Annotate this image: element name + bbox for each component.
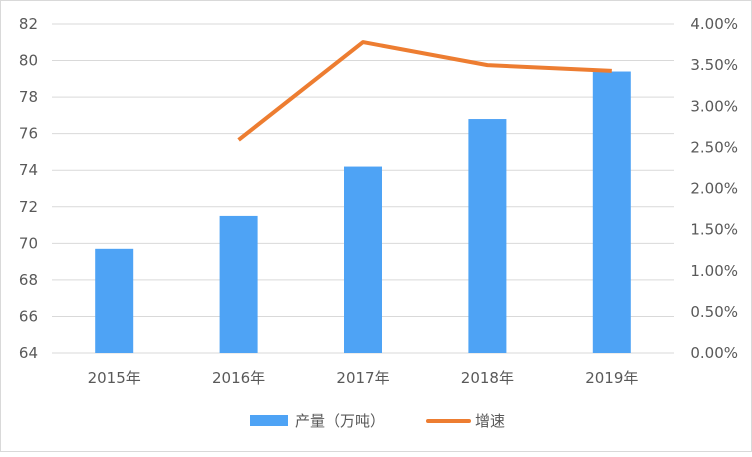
x-tick-label: 2018年 xyxy=(461,369,514,387)
y-left-tick-label: 66 xyxy=(19,307,38,325)
x-tick-label: 2016年 xyxy=(212,369,265,387)
y-left-tick-label: 82 xyxy=(19,15,38,33)
y-right-tick-label: 3.00% xyxy=(690,97,738,115)
bar xyxy=(344,166,382,353)
y-right-tick-label: 2.00% xyxy=(690,180,738,198)
bar xyxy=(219,215,258,353)
x-tick-label: 2015年 xyxy=(88,369,141,387)
y-left-tick-label: 64 xyxy=(19,344,38,362)
y-right-tick-label: 1.50% xyxy=(690,221,738,239)
bar xyxy=(592,71,631,354)
y-right-tick-label: 3.50% xyxy=(690,56,738,74)
legend-label-growth: 增速 xyxy=(475,412,505,430)
growth-line xyxy=(237,40,612,142)
y-left-tick-label: 80 xyxy=(19,52,38,70)
y-right-tick-label: 0.00% xyxy=(690,344,738,362)
y-right-tick-label: 2.50% xyxy=(690,138,738,156)
legend-bar-swatch xyxy=(250,415,288,426)
bar xyxy=(95,248,134,353)
x-tick-label: 2017年 xyxy=(336,369,389,387)
y-left-tick-label: 78 xyxy=(19,88,38,106)
y-left-tick-label: 76 xyxy=(19,125,38,143)
y-left-tick-label: 72 xyxy=(19,198,38,216)
legend-label-production: 产量（万吨） xyxy=(295,412,385,430)
y-right-tick-label: 0.50% xyxy=(690,303,738,321)
y-right-tick-label: 1.00% xyxy=(690,262,738,280)
bar xyxy=(468,119,507,354)
y-left-tick-label: 74 xyxy=(19,161,38,179)
y-left-tick-label: 70 xyxy=(19,234,38,252)
y-right-tick-label: 4.00% xyxy=(690,15,738,33)
x-tick-label: 2019年 xyxy=(585,369,638,387)
y-left-tick-label: 68 xyxy=(19,271,38,289)
